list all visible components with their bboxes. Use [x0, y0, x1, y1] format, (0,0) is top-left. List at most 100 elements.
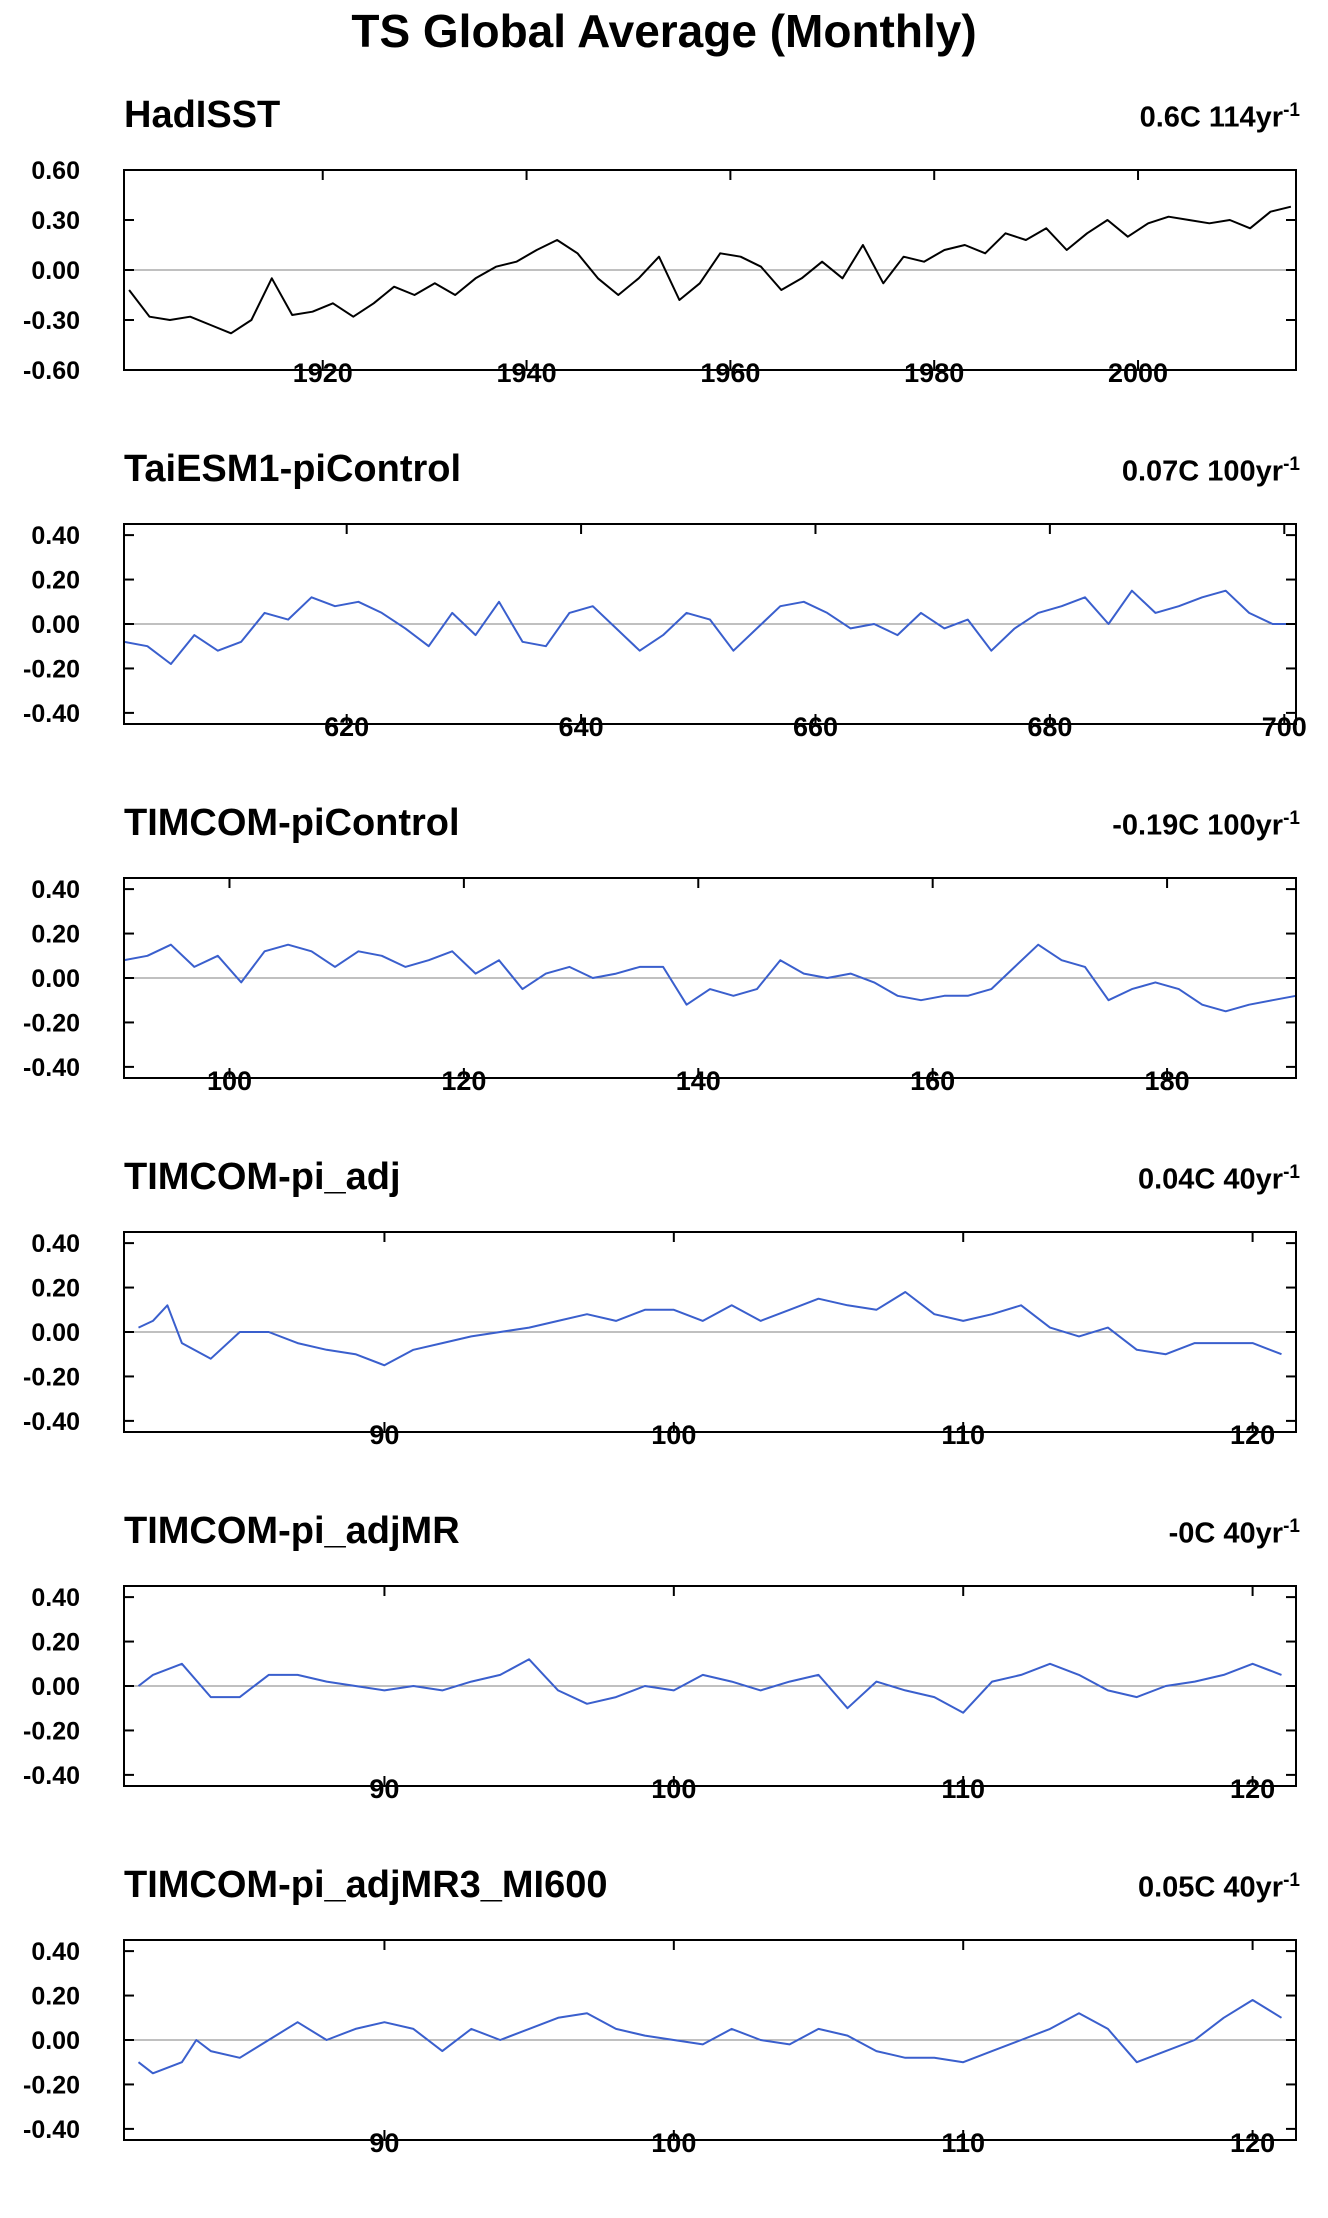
series-line — [123, 943, 1297, 1013]
y-tick-label: 0.00 — [31, 257, 80, 285]
figure-title: TS Global Average (Monthly) — [351, 5, 977, 57]
trend-unit-exponent: -1 — [1283, 1516, 1300, 1537]
y-tick-label: 0.40 — [31, 1584, 80, 1612]
trend-unit-exponent: -1 — [1283, 454, 1300, 475]
x-tick-label: 1960 — [700, 358, 760, 388]
trend-value: 0.04C 40yr — [1137, 1163, 1284, 1196]
panel-trend-label: 0.6C 114yr-1 — [1140, 100, 1300, 135]
trend-unit-exponent: -1 — [1283, 808, 1300, 829]
panel-trend-label: 0.07C 100yr-1 — [1122, 454, 1300, 489]
trend-unit-exponent: -1 — [1283, 1162, 1300, 1183]
chart-panel-2: TaiESM1-piControl 0.07C 100yr-1 0.40 0.20 0.… — [0, 448, 1328, 802]
panel-title: TIMCOM-pi_adj — [124, 1156, 401, 1198]
y-tick-label: 0.20 — [31, 567, 80, 595]
y-tick-label: -0.40 — [23, 1054, 80, 1082]
chart-svg: 0.40 0.20 0.00 -0.20 -0.40 100 120 140 160 180 — [23, 876, 1297, 1096]
y-tick-label: 0.60 — [31, 157, 80, 185]
trend-unit-exponent: -1 — [1283, 1870, 1300, 1891]
x-tick-label: 120 — [1230, 1420, 1275, 1450]
y-tick-label: 0.40 — [31, 1938, 80, 1966]
y-tick-label: 0.20 — [31, 1629, 80, 1657]
y-tick-label: 0.00 — [31, 2027, 80, 2055]
y-tick-label: 0.30 — [31, 207, 80, 235]
panel-trend-label: 0.04C 40yr-1 — [1138, 1162, 1300, 1197]
y-tick-label: -0.40 — [23, 700, 80, 728]
y-tick-label: 0.40 — [31, 876, 80, 904]
trend-value: 0.6C 114yr — [1139, 101, 1284, 134]
y-tick-label: 0.20 — [31, 1983, 80, 2011]
panel-trend-label: -0.19C 100yr-1 — [1112, 808, 1300, 843]
x-tick-label: 90 — [369, 2128, 399, 2158]
series-line — [137, 1658, 1282, 1714]
x-tick-label: 100 — [651, 1420, 696, 1450]
y-tick-label: 0.00 — [31, 1673, 80, 1701]
x-tick-label: 120 — [441, 1066, 486, 1096]
chart-svg: 0.60 0.30 0.00 -0.30 -0.60 1920 1940 1960 1980 20… — [23, 157, 1297, 388]
x-tick-label: 680 — [1027, 712, 1072, 742]
chart-svg: 0.40 0.20 0.00 -0.20 -0.40 90 100 110 120 — [23, 1230, 1297, 1450]
x-tick-label: 110 — [941, 2128, 985, 2158]
x-tick-label: 100 — [651, 2128, 696, 2158]
chart-svg: 0.40 0.20 0.00 -0.20 -0.40 620 640 660 680 700 — [23, 522, 1307, 742]
x-tick-label: 90 — [369, 1420, 399, 1450]
y-tick-label: -0.40 — [23, 1408, 80, 1436]
y-tick-label: -0.60 — [23, 357, 80, 385]
panel-title: TIMCOM-pi_adjMR3_MI600 — [124, 1864, 608, 1906]
chart-panel-5: TIMCOM-pi_adjMR -0C 40yr-1 0.40 0.20 0.00 -0.… — [0, 1510, 1328, 1864]
panel-title: HadISST — [124, 94, 281, 136]
panel-trend-label: 0.05C 40yr-1 — [1138, 1870, 1300, 1905]
panel-title: TIMCOM-pi_adjMR — [124, 1510, 460, 1552]
y-tick-label: 0.20 — [31, 921, 80, 949]
series-line — [123, 589, 1296, 665]
trend-value: 0.07C 100yr — [1121, 455, 1284, 488]
y-tick-label: 0.20 — [31, 1275, 80, 1303]
chart-panel-3: TIMCOM-piControl -0.19C 100yr-1 0.40 0.20 0.… — [0, 802, 1328, 1156]
y-tick-label: -0.20 — [23, 1717, 80, 1745]
y-tick-label: 0.00 — [31, 1319, 80, 1347]
chart-panel-4: TIMCOM-pi_adj 0.04C 40yr-1 0.40 0.20 0.00 -0.… — [0, 1156, 1328, 1510]
panel-trend-label: -0C 40yr-1 — [1169, 1516, 1300, 1551]
panel-title: TaiESM1-piControl — [124, 448, 462, 490]
y-tick-label: -0.30 — [23, 307, 80, 335]
y-tick-label: -0.20 — [23, 2071, 80, 2099]
x-tick-label: 180 — [1145, 1066, 1190, 1096]
x-tick-label: 100 — [207, 1066, 252, 1096]
chart-svg: 0.40 0.20 0.00 -0.20 -0.40 90 100 110 120 — [23, 1584, 1297, 1804]
y-tick-label: 0.00 — [31, 611, 80, 639]
x-tick-label: 1920 — [293, 358, 353, 388]
x-tick-label: 640 — [559, 712, 604, 742]
series-line — [137, 1999, 1283, 2075]
series-line — [128, 205, 1292, 335]
y-tick-label: 0.00 — [31, 965, 80, 993]
x-tick-label: 700 — [1262, 712, 1307, 742]
x-tick-label: 2000 — [1108, 358, 1168, 388]
y-tick-label: -0.40 — [23, 1762, 80, 1790]
x-tick-label: 1940 — [497, 358, 557, 388]
x-tick-label: 160 — [910, 1066, 955, 1096]
y-tick-label: -0.20 — [23, 1009, 80, 1037]
x-tick-label: 120 — [1230, 1774, 1275, 1804]
series-line — [138, 1291, 1282, 1367]
x-tick-label: 620 — [324, 712, 369, 742]
x-tick-label: 110 — [941, 1420, 985, 1450]
y-tick-label: 0.40 — [31, 522, 80, 550]
trend-value: 0.05C 40yr — [1137, 1871, 1284, 1904]
chart-panel-6: TIMCOM-pi_adjMR3_MI600 0.05C 40yr-1 0.40 0.… — [0, 1864, 1328, 2218]
chart-panel-1: HadISST 0.6C 114yr-1 0.60 0.30 0.00 -0.30 -0.6… — [0, 94, 1328, 448]
x-tick-label: 660 — [793, 712, 838, 742]
trend-value: -0.19C 100yr — [1112, 809, 1284, 842]
x-tick-label: 110 — [941, 1774, 985, 1804]
trend-unit-exponent: -1 — [1283, 100, 1300, 121]
y-tick-label: -0.40 — [23, 2116, 80, 2144]
y-tick-label: -0.20 — [23, 1363, 80, 1391]
x-tick-label: 140 — [676, 1066, 721, 1096]
panel-title: TIMCOM-piControl — [124, 802, 460, 844]
x-tick-label: 90 — [369, 1774, 399, 1804]
y-tick-label: 0.40 — [31, 1230, 80, 1258]
x-tick-label: 100 — [651, 1774, 696, 1804]
chart-svg: 0.40 0.20 0.00 -0.20 -0.40 90 100 110 120 — [23, 1938, 1297, 2158]
x-tick-label: 120 — [1230, 2128, 1275, 2158]
trend-value: -0C 40yr — [1168, 1517, 1284, 1550]
x-tick-label: 1980 — [904, 358, 964, 388]
